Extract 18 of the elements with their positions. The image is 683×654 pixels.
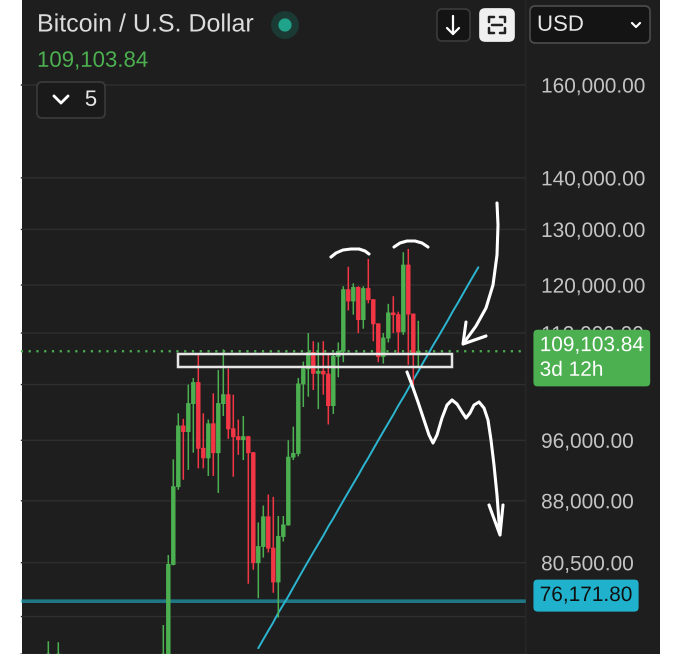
y-tick-label: 160,000.00 xyxy=(542,78,645,96)
line-series xyxy=(257,266,480,650)
candlestick xyxy=(241,415,246,461)
candlestick xyxy=(346,266,351,312)
text: USD xyxy=(538,15,583,31)
y-tick-label: 140,000.00 xyxy=(542,170,645,188)
y-tick-label: 96,000.00 xyxy=(542,433,633,450)
candlestick xyxy=(351,282,356,316)
text: 109,103.84 xyxy=(38,51,148,70)
y-tick-label: 130,000.00 xyxy=(542,222,645,240)
chart-title: Bitcoin / U.S. Dollar xyxy=(39,13,254,32)
candlestick xyxy=(181,418,186,481)
y-tick-label: 88,000.00 xyxy=(542,494,633,511)
annotation: 5 xyxy=(86,90,96,106)
ref-line-label: 109,103.84 3d 12h xyxy=(540,336,644,376)
ref-line-label: 76,171.80 xyxy=(540,586,632,604)
y-tick-label: 120,000.00 xyxy=(542,278,645,296)
y-tick-label: 80,500.00 xyxy=(542,556,633,573)
